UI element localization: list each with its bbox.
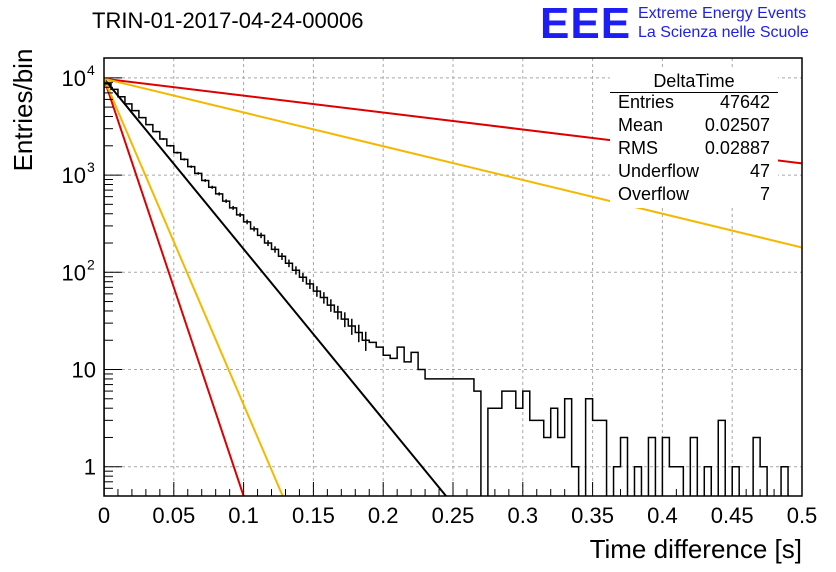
logo-line-2: La Scienza nelle Scuole <box>638 24 809 41</box>
stats-title: DeltaTime <box>653 71 735 91</box>
stats-divider <box>610 92 778 93</box>
chart-title: TRIN-01-2017-04-24-00006 <box>92 8 364 33</box>
stats-row: Overflow 7 <box>618 184 770 207</box>
x-tick-label: 0.3 <box>508 503 539 528</box>
stats-row: Underflow 47 <box>618 161 770 184</box>
y-axis-label: Entries/bin <box>8 49 38 172</box>
logo-mark: EEE <box>540 0 632 48</box>
y-tick-label: 1 <box>84 455 96 480</box>
fit-line <box>104 78 245 496</box>
y-tick-exponent: 4 <box>87 62 95 78</box>
y-tick-exponent: 3 <box>87 159 95 175</box>
stats-row: RMS 0.02887 <box>618 138 770 161</box>
stats-box: DeltaTime Entries 47642 Mean 0.02507 RMS… <box>610 68 778 208</box>
x-tick-label: 0.5 <box>787 503 818 528</box>
logo-line-1: Extreme Energy Events <box>638 5 807 22</box>
stats-value: 47 <box>749 161 770 181</box>
y-tick-label: 10 <box>62 163 86 188</box>
x-tick-label: 0 <box>98 503 110 528</box>
fit-line <box>104 77 802 249</box>
stats-key: Underflow <box>618 161 700 181</box>
y-tick-label: 10 <box>62 260 86 285</box>
stats-row: Entries 47642 <box>618 92 770 115</box>
histogram <box>104 82 802 496</box>
stats-key: Overflow <box>618 184 690 204</box>
x-tick-label: 0.45 <box>711 503 754 528</box>
y-tick-label: 10 <box>62 66 86 91</box>
x-tick-label: 0.2 <box>368 503 399 528</box>
y-tick-label: 10 <box>72 358 96 383</box>
series-layer <box>104 77 802 496</box>
x-tick-label: 0.25 <box>432 503 475 528</box>
stats-value: 7 <box>759 184 770 204</box>
fit-line <box>104 78 447 496</box>
stats-row: Mean 0.02507 <box>618 115 770 138</box>
x-tick-label: 0.4 <box>647 503 678 528</box>
y-tick-exponent: 2 <box>87 256 95 272</box>
x-tick-label: 0.35 <box>571 503 614 528</box>
x-tick-label: 0.15 <box>292 503 335 528</box>
x-axis-label: Time difference [s] <box>590 534 802 564</box>
ticks: 0 0.05 0.1 0.15 0.2 0.25 0.3 0.35 0.4 0.45 0.5 1 10 1… <box>62 62 818 528</box>
stats-key: Entries <box>618 92 675 112</box>
fit-line <box>104 78 284 496</box>
logo: EEE Extreme Energy Events La Scienza nel… <box>540 2 836 48</box>
x-tick-label: 0.05 <box>152 503 195 528</box>
stats-value: 47642 <box>719 92 770 112</box>
x-tick-label: 0.1 <box>228 503 259 528</box>
stats-key: Mean <box>618 115 664 135</box>
stats-value: 0.02507 <box>704 115 770 135</box>
stats-value: 0.02887 <box>704 138 770 158</box>
stats-key: RMS <box>618 138 658 158</box>
